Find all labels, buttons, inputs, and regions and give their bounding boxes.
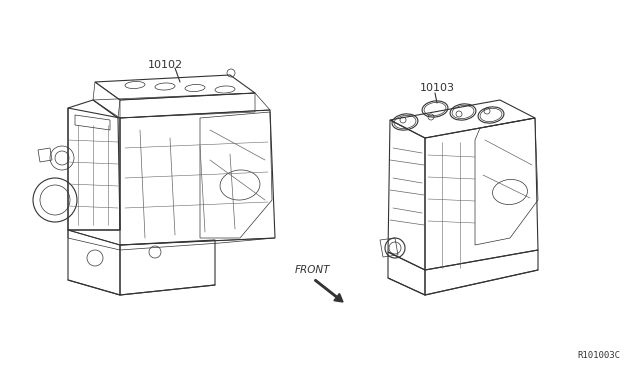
FancyArrow shape (314, 279, 343, 302)
Text: 10102: 10102 (148, 60, 183, 70)
Text: R101003C: R101003C (577, 350, 620, 359)
Text: 10103: 10103 (420, 83, 455, 93)
Text: FRONT: FRONT (295, 265, 330, 275)
